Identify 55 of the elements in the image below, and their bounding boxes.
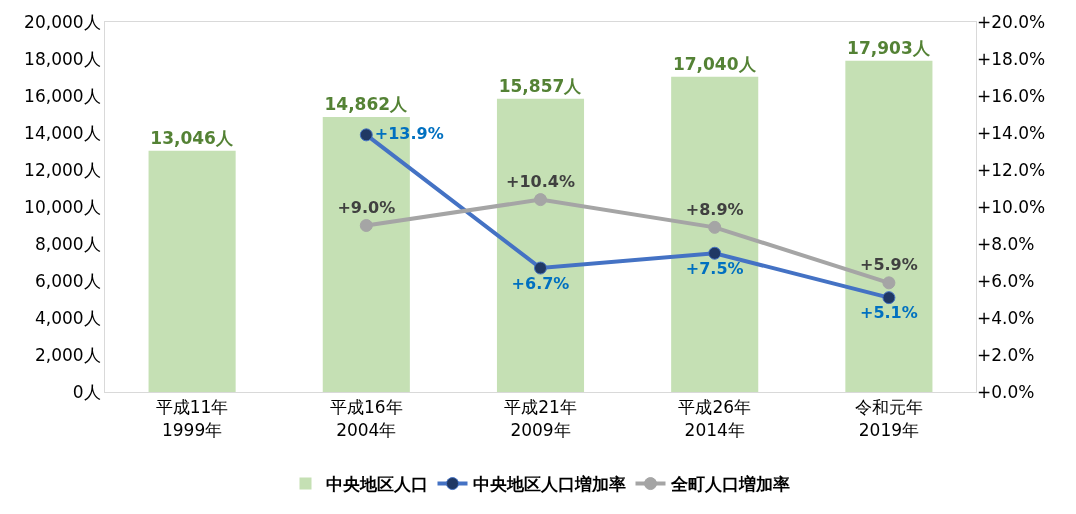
data-label: +5.1% (860, 303, 918, 323)
y-tick-label: 12,000人 (24, 159, 101, 180)
point (359, 128, 373, 142)
data-label: 15,857人 (498, 75, 583, 96)
data-label: 13,046人 (150, 127, 234, 148)
point (534, 261, 547, 275)
data-label: +10.4% (506, 172, 575, 192)
bar (671, 76, 759, 392)
data-label: +7.5% (685, 258, 744, 278)
y2-tick-label: +14.0% (977, 122, 1046, 143)
point (359, 219, 373, 232)
y2-tick-label: +20.0% (977, 11, 1046, 32)
point (708, 220, 722, 234)
data-label: +9.0% (337, 198, 396, 217)
y-tick-label: 20,000人 (24, 11, 101, 32)
data-label: +8.9% (685, 199, 744, 219)
y2-tick-label: +10.0% (977, 196, 1046, 217)
point (882, 276, 896, 290)
y-tick-label: 6,000人 (34, 270, 101, 291)
y-tick-label: 2,000人 (34, 344, 101, 365)
y-tick-label: 0人 (72, 381, 101, 402)
legend-label: 全町人口増加率 (669, 474, 790, 495)
bar (148, 150, 236, 392)
y-tick-label: 18,000人 (24, 48, 101, 69)
point (708, 246, 722, 260)
y2-tick-label: +16.0% (977, 85, 1046, 106)
point (882, 291, 896, 305)
x-tick-label: 令和元年 2019年 (854, 397, 923, 440)
y2-tick-label: +0.0% (977, 381, 1035, 402)
y-tick-label: 14,000人 (24, 122, 101, 143)
data-label: +6.7% (511, 273, 570, 293)
x-tick-label: 平成26年 2014年 (678, 397, 752, 440)
bar (845, 60, 933, 392)
data-label: 17,040人 (672, 53, 757, 74)
data-label: 17,903人 (847, 37, 931, 58)
point (534, 193, 547, 207)
y2-tick-label: +12.0% (977, 159, 1046, 180)
bar (496, 98, 585, 392)
y2-tick-label: +6.0% (977, 270, 1035, 291)
data-label: +5.9% (860, 255, 918, 275)
legend-label: 中央地区人口 (325, 474, 428, 495)
x-tick-label: 平成21年 2009年 (504, 397, 577, 440)
y2-tick-label: +8.0% (977, 233, 1035, 254)
y-tick-label: 10,000人 (24, 196, 101, 217)
y-tick-label: 8,000人 (34, 233, 101, 254)
x-tick-label: 平成16年 2004年 (329, 397, 403, 440)
y2-tick-label: +18.0% (977, 48, 1046, 69)
y-tick-label: 4,000人 (34, 307, 101, 328)
legend-label: 中央地区人口増加率 (472, 474, 626, 495)
y-tick-label: 16,000人 (24, 85, 101, 106)
y2-tick-label: +4.0% (977, 307, 1035, 328)
data-label: +13.9% (374, 123, 444, 143)
y2-tick-label: +2.0% (977, 344, 1035, 365)
data-label: 14,862人 (324, 94, 409, 115)
x-tick-label: 平成11年 1999年 (155, 397, 229, 440)
